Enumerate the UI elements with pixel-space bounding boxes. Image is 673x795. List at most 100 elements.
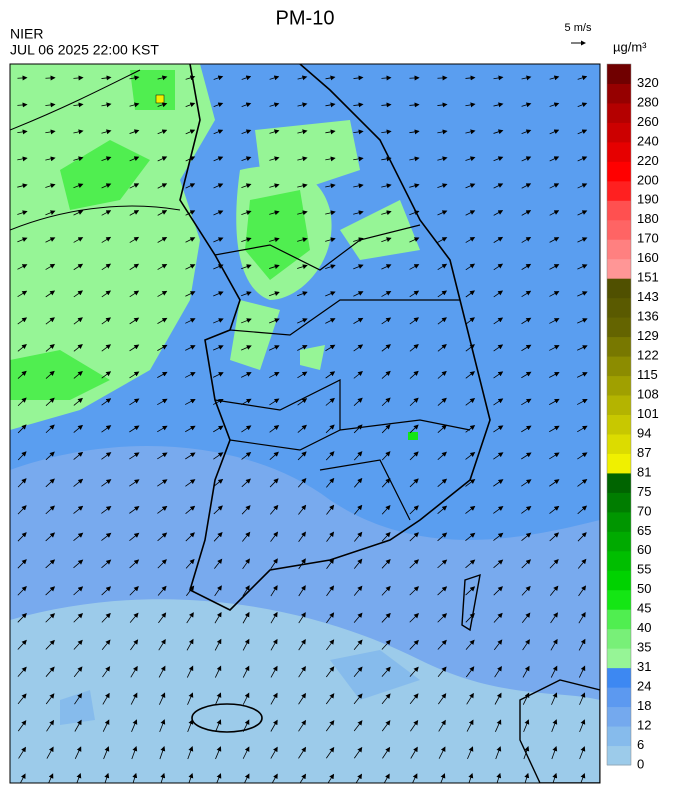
wind-arrow — [325, 156, 336, 162]
wind-arrow — [269, 183, 280, 189]
wind-arrow — [45, 613, 56, 623]
wind-arrow — [354, 531, 363, 542]
wind-arrow — [353, 720, 363, 732]
wind-arrow — [493, 425, 504, 433]
wind-arrow — [409, 156, 420, 162]
wind-arrow — [325, 183, 336, 189]
wind-arrow — [73, 639, 83, 650]
wind-arrow — [45, 397, 55, 406]
wind-arrow — [465, 559, 476, 569]
wind-arrow — [524, 772, 530, 783]
wind-arrow — [157, 479, 168, 487]
coastline — [179, 64, 491, 611]
wind-arrow — [269, 425, 280, 433]
wind-arrow — [409, 397, 419, 407]
legend-label: 45 — [637, 601, 651, 616]
wind-arrow — [298, 719, 307, 732]
wind-arrow — [549, 505, 560, 514]
wind-arrow — [17, 317, 28, 325]
wind-arrow — [46, 746, 54, 759]
wind-arrow — [578, 665, 586, 678]
wind-arrow — [101, 210, 112, 216]
wind-arrow — [437, 183, 448, 189]
wind-arrow — [186, 638, 194, 651]
legend-swatch — [607, 570, 631, 591]
wind-arrow — [241, 291, 252, 297]
wind-arrow — [550, 665, 558, 678]
wind-arrow — [73, 210, 84, 216]
wind-arrow — [74, 719, 82, 732]
wind-arrow — [45, 666, 55, 677]
wind-arrow — [73, 129, 84, 135]
wind-arrow — [130, 692, 138, 705]
wind-arrow — [213, 75, 224, 81]
wind-scale-label: 5 m/s — [565, 22, 592, 34]
wind-arrow — [549, 237, 560, 243]
wind-arrow — [45, 129, 56, 135]
wind-arrow — [73, 237, 84, 243]
wind-arrow — [269, 291, 280, 297]
legend-label: 101 — [637, 406, 659, 421]
wind-arrow — [409, 264, 420, 270]
wind-arrow — [409, 586, 420, 596]
wind-arrow — [101, 586, 112, 596]
wind-arrow — [129, 183, 140, 189]
wind-arrow — [409, 693, 419, 705]
wind-arrow — [45, 317, 55, 325]
wind-arrow — [270, 558, 278, 570]
legend-label: 220 — [637, 153, 659, 168]
wind-arrow — [523, 746, 530, 760]
wind-arrow — [465, 344, 475, 352]
legend-label: 60 — [637, 542, 651, 557]
wind-arrow — [101, 371, 112, 379]
wind-arrow — [298, 692, 306, 705]
wind-arrow — [412, 773, 418, 783]
legend-label: 143 — [637, 289, 659, 304]
wind-arrow — [73, 559, 84, 569]
wind-arrow — [549, 479, 560, 487]
wind-arrow — [353, 585, 363, 596]
wind-arrow — [241, 425, 252, 433]
wind-arrow — [269, 371, 280, 378]
wind-arrow — [381, 478, 391, 488]
wind-arrow — [579, 746, 586, 760]
wind-arrow — [242, 611, 250, 624]
wind-arrow — [549, 75, 560, 81]
wind-arrow — [493, 506, 504, 514]
wind-arrow — [549, 210, 560, 216]
wind-arrow — [437, 102, 448, 108]
wind-arrow — [577, 102, 588, 108]
wind-arrow — [157, 210, 168, 216]
legend-label: 280 — [637, 94, 659, 109]
wind-arrow — [185, 237, 196, 243]
wind-arrow — [496, 772, 502, 783]
wind-arrow — [465, 425, 476, 433]
wind-arrow — [381, 183, 392, 189]
wind-arrow — [101, 102, 112, 108]
wind-arrow — [73, 183, 84, 189]
wind-arrow — [269, 210, 280, 216]
legend-label: 87 — [637, 445, 651, 460]
wind-arrow — [241, 183, 252, 189]
wind-arrow — [326, 639, 335, 651]
wind-arrow — [325, 693, 335, 705]
wind-arrow — [381, 317, 392, 325]
wind-arrow — [409, 478, 419, 488]
wind-arrow — [381, 666, 391, 677]
wind-arrow — [353, 666, 363, 678]
wind-arrow — [129, 102, 140, 108]
wind-arrow — [381, 370, 391, 379]
wind-arrow — [465, 586, 476, 596]
field-green — [10, 64, 215, 430]
wind-arrow — [298, 504, 307, 515]
legend-swatch — [607, 511, 631, 532]
wind-arrow — [381, 264, 392, 270]
wind-arrow — [465, 317, 475, 325]
legend-swatch — [607, 414, 631, 435]
wind-arrow — [17, 532, 27, 542]
wind-arrow — [437, 317, 447, 325]
wind-arrow — [437, 586, 448, 596]
wind-arrow — [465, 129, 476, 135]
legend-swatch — [607, 628, 631, 649]
legend-swatch — [607, 589, 631, 610]
